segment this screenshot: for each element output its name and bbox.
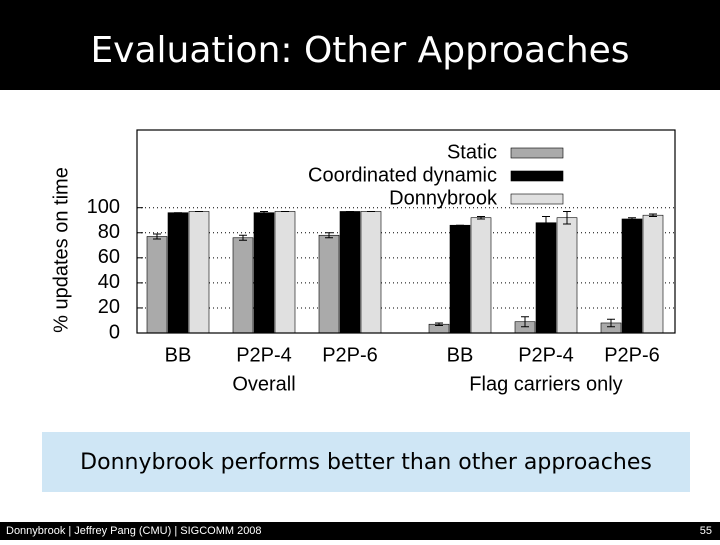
legend-label: Coordinated dynamic <box>308 164 497 186</box>
bar <box>253 212 275 334</box>
bar <box>274 211 296 334</box>
error-bar <box>477 215 485 220</box>
bar <box>642 214 664 334</box>
error-bar <box>649 213 657 217</box>
category-group-label: Flag carriers only <box>469 373 622 395</box>
bar <box>556 217 578 334</box>
error-bar <box>521 316 529 328</box>
error-bar <box>153 233 161 240</box>
footer-text: Donnybrook | Jeffrey Pang (CMU) | SIGCOM… <box>6 525 262 537</box>
x-tick-label: BB <box>447 344 474 366</box>
bar <box>449 224 471 334</box>
category-group-label: Overall <box>232 373 295 395</box>
bar <box>535 222 557 334</box>
y-tick-label: 60 <box>98 246 120 268</box>
legend-swatch <box>510 147 564 159</box>
legend-label: Static <box>447 141 497 163</box>
slide-title: Evaluation: Other Approaches <box>90 30 629 71</box>
bar <box>232 237 254 334</box>
error-bar <box>563 210 571 225</box>
error-bar <box>435 322 443 326</box>
title-band <box>0 0 720 90</box>
plot-frame <box>136 129 676 334</box>
x-tick-label: P2P-6 <box>322 344 378 366</box>
x-tick-label: P2P-6 <box>604 344 660 366</box>
page-number: 55 <box>700 525 712 537</box>
bar <box>188 211 210 334</box>
error-bar <box>260 210 268 215</box>
caption-box <box>42 432 690 492</box>
legend-label: Donnybrook <box>389 187 498 209</box>
y-tick-label: 40 <box>98 271 120 293</box>
legend-swatch <box>510 170 564 182</box>
footer-band <box>0 522 720 540</box>
x-tick-label: BB <box>165 344 192 366</box>
bar <box>360 211 382 334</box>
y-tick-label: 80 <box>98 221 120 243</box>
x-tick-label: P2P-4 <box>236 344 292 366</box>
y-tick-label: 20 <box>98 296 120 318</box>
y-tick-label: 100 <box>87 196 120 218</box>
bar <box>621 218 643 334</box>
error-bar <box>542 215 550 230</box>
error-bar <box>239 234 247 241</box>
bar <box>470 217 492 334</box>
bar <box>167 212 189 334</box>
bar <box>318 234 340 334</box>
error-bar <box>607 318 615 328</box>
error-bar <box>325 232 333 239</box>
bar <box>339 211 361 334</box>
error-bar <box>628 217 636 221</box>
bar <box>146 236 168 334</box>
y-tick-label: 0 <box>109 321 120 343</box>
caption: Donnybrook performs better than other ap… <box>80 450 652 475</box>
y-axis-label: % updates on time <box>50 167 72 333</box>
x-tick-label: P2P-4 <box>518 344 574 366</box>
legend-swatch <box>510 193 564 205</box>
